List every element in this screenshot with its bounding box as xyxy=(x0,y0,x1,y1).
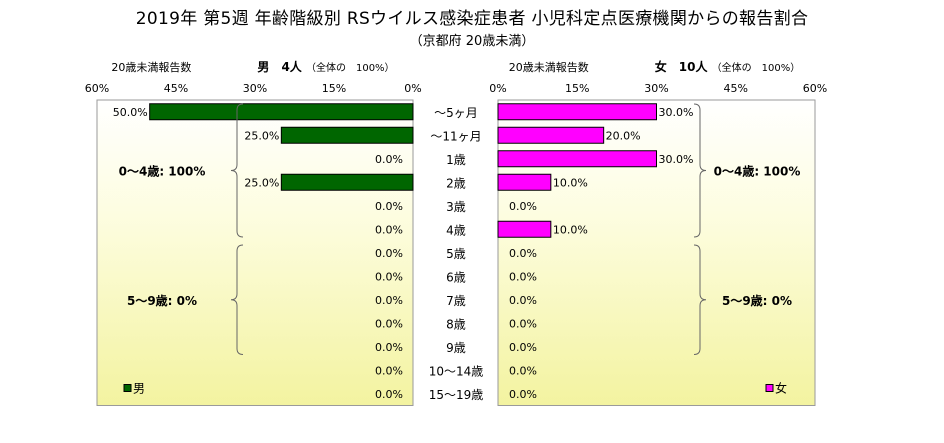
right-legend-swatch xyxy=(765,384,774,392)
left-tick-label: 15% xyxy=(322,82,346,95)
right-value-label: 0.0% xyxy=(509,294,537,307)
left-value-label: 0.0% xyxy=(375,247,403,260)
left-legend-swatch xyxy=(123,384,132,392)
left-value-label: 0.0% xyxy=(375,200,403,213)
left-tick-label: 0% xyxy=(404,82,421,95)
sex-label: 男 xyxy=(257,60,281,74)
category-label: 7歳 xyxy=(446,294,466,308)
left-tick-label: 45% xyxy=(164,82,188,95)
left-plot-area xyxy=(96,99,414,406)
left-value-label: 0.0% xyxy=(375,153,403,166)
category-label: 8歳 xyxy=(446,317,466,331)
right-value-label: 10.0% xyxy=(553,176,588,189)
right-tick-label: 45% xyxy=(724,82,748,95)
right-tick-label: 60% xyxy=(803,82,827,95)
left-group-brace xyxy=(230,103,244,238)
sex-label: 女 xyxy=(655,59,679,74)
report-count-heading: 20歳未満報告数 xyxy=(509,61,655,74)
right-value-label: 0.0% xyxy=(509,388,537,401)
right-bar xyxy=(497,220,552,238)
left-value-label: 0.0% xyxy=(375,294,403,307)
right-value-label: 30.0% xyxy=(659,106,694,119)
right-value-label: 20.0% xyxy=(606,129,641,142)
left-bar xyxy=(280,173,414,191)
left-tick-label: 60% xyxy=(85,82,109,95)
left-value-label: 0.0% xyxy=(375,270,403,283)
chart-title: 2019年 第5週 年齢階級別 RSウイルス感染症患者 小児科定点医療機関からの… xyxy=(135,9,809,29)
right-bar xyxy=(497,150,657,168)
category-label: 1歳 xyxy=(446,153,466,167)
category-label: 5歳 xyxy=(446,247,466,261)
category-label: 10～14歳 xyxy=(429,364,484,378)
right-group-label: 5～9歳: 0% xyxy=(722,293,792,308)
left-value-label: 0.0% xyxy=(375,388,403,401)
left-value-label: 0.0% xyxy=(375,364,403,377)
category-label: 4歳 xyxy=(446,223,466,237)
right-value-label: 0.0% xyxy=(509,317,537,330)
right-value-label: 0.0% xyxy=(509,364,537,377)
left-value-label: 0.0% xyxy=(375,317,403,330)
right-value-label: 0.0% xyxy=(509,200,537,213)
right-legend-label: 女 xyxy=(775,381,787,396)
left-bar xyxy=(280,126,414,144)
left-panel-header: 20歳未満報告数 男 4人 （全体の 100%） xyxy=(111,59,394,74)
right-value-label: 0.0% xyxy=(509,341,537,354)
right-value-label: 0.0% xyxy=(509,247,537,260)
left-group-label: 5～9歳: 0% xyxy=(127,293,197,308)
right-panel-header: 20歳未満報告数 女 10人 （全体の 100%） xyxy=(509,59,801,74)
right-tick-label: 15% xyxy=(565,82,589,95)
category-label: 6歳 xyxy=(446,270,466,284)
left-value-label: 0.0% xyxy=(375,341,403,354)
left-value-label: 25.0% xyxy=(244,129,279,142)
count-label: 10人 xyxy=(679,59,712,74)
right-plot-area xyxy=(497,99,816,406)
total-label: （全体の 100%） xyxy=(712,61,801,74)
right-bar xyxy=(497,103,657,121)
right-bar xyxy=(497,173,552,191)
right-tick-label: 0% xyxy=(489,82,506,95)
right-value-label: 30.0% xyxy=(659,153,694,166)
left-value-label: 50.0% xyxy=(113,106,148,119)
left-bar xyxy=(149,103,414,121)
category-label: ～5ヶ月 xyxy=(434,106,478,120)
left-group-brace xyxy=(230,244,244,355)
left-legend-label: 男 xyxy=(133,382,145,396)
right-group-label: 0～4歳: 100% xyxy=(714,164,801,179)
count-label: 4人 xyxy=(281,59,306,74)
category-label: 2歳 xyxy=(446,176,466,190)
right-value-label: 10.0% xyxy=(553,223,588,236)
right-tick-label: 30% xyxy=(644,82,668,95)
category-label: ～11ヶ月 xyxy=(430,129,481,143)
report-count-heading: 20歳未満報告数 xyxy=(111,61,257,74)
total-label: （全体の 100%） xyxy=(306,61,395,74)
category-label: 9歳 xyxy=(446,341,466,355)
left-value-label: 0.0% xyxy=(375,223,403,236)
right-bar xyxy=(497,126,605,144)
right-group-brace xyxy=(693,103,707,238)
left-tick-label: 30% xyxy=(243,82,267,95)
right-value-label: 0.0% xyxy=(509,270,537,283)
category-label: 3歳 xyxy=(446,200,466,214)
left-value-label: 25.0% xyxy=(244,176,279,189)
left-group-label: 0～4歳: 100% xyxy=(119,164,206,179)
right-group-brace xyxy=(693,244,707,355)
chart-subtitle: （京都府 20歳未満） xyxy=(409,34,535,49)
category-label: 15～19歳 xyxy=(429,388,484,402)
